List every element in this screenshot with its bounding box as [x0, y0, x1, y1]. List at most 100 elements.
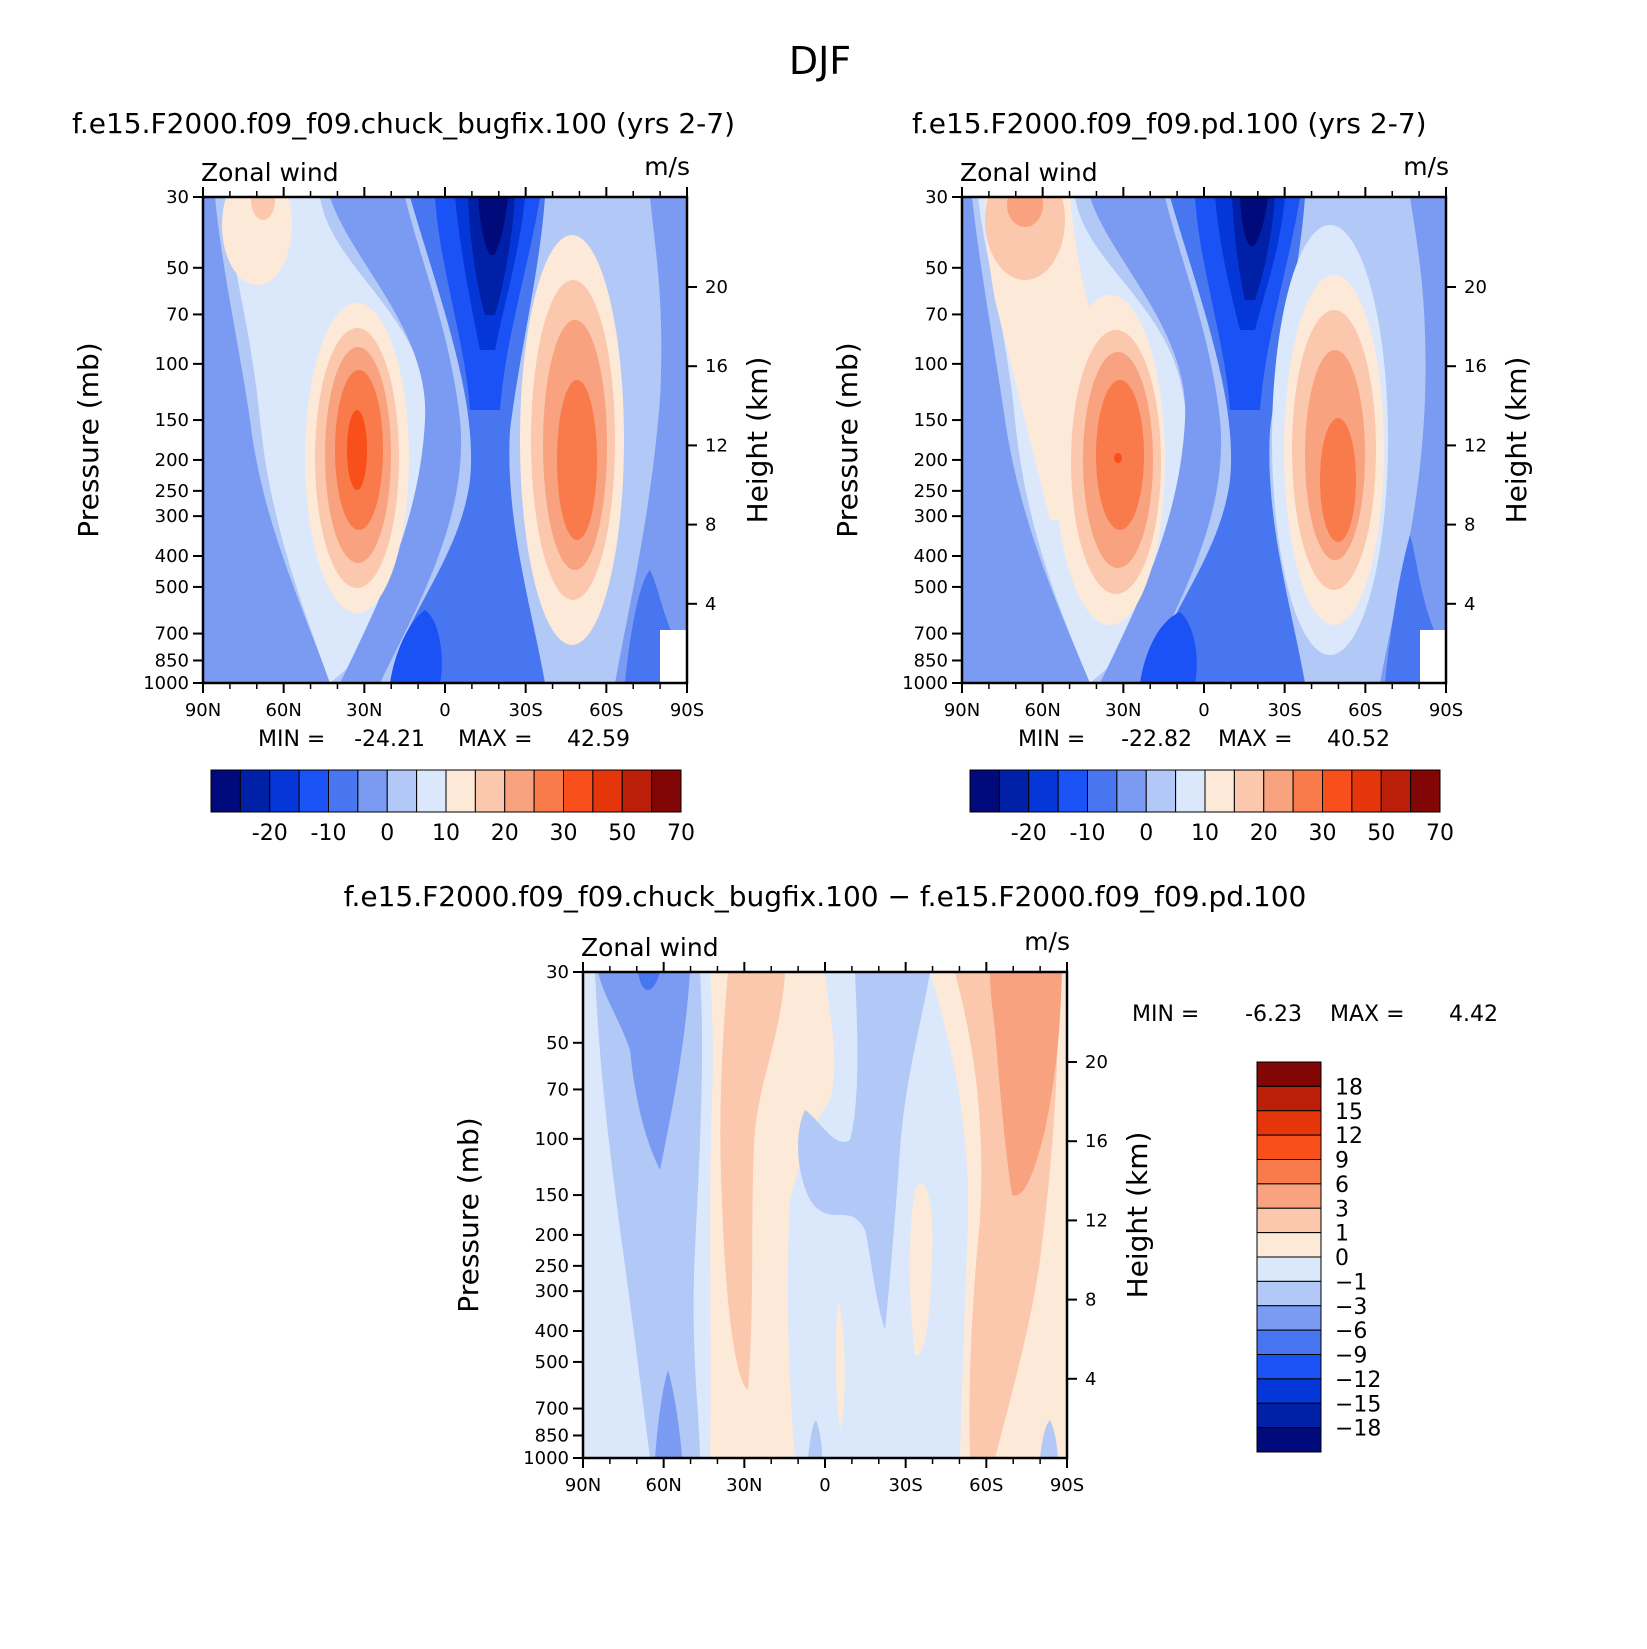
p-tick-label: 200: [155, 450, 189, 471]
colorbar-swatch: [298, 769, 329, 813]
p-tick-label: 100: [155, 354, 189, 375]
contour-level-neg-sh-sfc: [1040, 1420, 1058, 1458]
colorbar-swatch: [1256, 1159, 1322, 1185]
x-tick-label: 0: [819, 1475, 830, 1496]
contour-level-strat-pos: [222, 197, 292, 285]
y2-axis-label: Height (km): [741, 357, 774, 524]
min-label: MIN =: [1132, 1002, 1199, 1027]
colorbar-label: 30: [550, 821, 578, 846]
colorbar-swatch: [357, 769, 388, 813]
colorbar-label: -10: [1070, 821, 1106, 846]
variable-label: Zonal wind: [960, 158, 1098, 187]
contour-level-tropic-neg6: [1240, 197, 1268, 246]
colorbar-swatch: [621, 769, 653, 813]
h-tick-label: 8: [1085, 1290, 1096, 1311]
colorbar-swatch: [474, 769, 506, 813]
colorbar-label: 70: [667, 821, 695, 846]
colorbar-swatch: [1145, 769, 1177, 813]
y-axis-label: Pressure (mb): [72, 342, 105, 537]
p-tick-label: 400: [535, 1321, 569, 1342]
colorbar-swatch: [1204, 769, 1235, 813]
colorbar-swatch: [328, 769, 359, 813]
colorbar-swatch: [1380, 769, 1412, 813]
x-tick-label: 90S: [670, 700, 704, 721]
colorbar-swatch: [1410, 769, 1441, 813]
colorbar-swatch: [1292, 769, 1323, 813]
max-label: MAX =: [1218, 727, 1293, 752]
panel-title: f.e15.F2000.f09_f09.pd.100 (yrs 2-7): [912, 107, 1427, 140]
p-tick-label: 300: [914, 506, 948, 527]
colorbar-label: −1: [1335, 1270, 1367, 1295]
p-tick-label: 500: [914, 577, 948, 598]
units-label: m/s: [644, 152, 690, 181]
colorbar-swatch: [563, 769, 594, 813]
axes: 90N 60N 30N 0 30S 60S 90S 30 50 70 100 150 200 250 300…: [831, 187, 1533, 721]
colorbar-swatch: [533, 769, 564, 813]
colorbar-swatch: [1256, 1183, 1322, 1209]
colorbar-swatch: [445, 769, 476, 813]
contour-level-tropic-neg6: [478, 197, 508, 255]
x-tick-label: 30N: [346, 700, 382, 721]
x-tick-label: 90N: [185, 700, 221, 721]
colorbar-swatch: [1116, 769, 1147, 813]
x-tick-label: 60S: [589, 700, 623, 721]
figure-title: DJF: [789, 39, 851, 83]
variable-label: Zonal wind: [201, 158, 339, 187]
x-tick-label: 60S: [969, 1475, 1003, 1496]
p-tick-label: 250: [914, 481, 948, 502]
p-tick-label: 300: [535, 1281, 569, 1302]
x-tick-label: 60N: [645, 1475, 681, 1496]
colorbar-label: 18: [1335, 1075, 1363, 1100]
colorbar-swatch: [1028, 769, 1059, 813]
colorbar-swatch: [269, 769, 300, 813]
colorbar-label: 0: [380, 821, 394, 846]
colorbar-label: −9: [1335, 1344, 1367, 1369]
colorbar-swatch: [1057, 769, 1088, 813]
p-tick-label: 300: [155, 506, 189, 527]
colorbar: -20 -10 0 10 20 30 50 70: [210, 769, 695, 846]
contour-level-pos-tropic: [765, 1250, 783, 1355]
p-tick-label: 1000: [143, 673, 189, 694]
contour-level-neg3-sfc: [655, 1370, 682, 1458]
p-tick-label: 250: [155, 481, 189, 502]
contour-level-tropic-neg: [1090, 197, 1222, 683]
contour-level-strat-pos2: [985, 197, 1065, 280]
contour-level-neg3-west: [598, 972, 690, 1170]
colorbar-label: 12: [1335, 1124, 1363, 1149]
x-tick-label: 30S: [888, 1475, 922, 1496]
colorbar-label: 0: [1335, 1246, 1349, 1271]
p-tick-label: 150: [535, 1185, 569, 1206]
colorbar-swatch: [1351, 769, 1382, 813]
h-tick-label: 8: [705, 515, 716, 536]
contour-level-neg6-spot: [638, 972, 660, 990]
colorbar-label: -20: [252, 821, 288, 846]
colorbar-swatch: [1256, 1427, 1322, 1453]
colorbar-label: -20: [1011, 821, 1047, 846]
colorbar-swatch: [1256, 1232, 1322, 1258]
units-label: m/s: [1024, 927, 1070, 956]
x-tick-label: 90N: [944, 700, 980, 721]
colorbar-swatch: [1256, 1207, 1322, 1234]
p-tick-label: 150: [155, 410, 189, 431]
variable-label: Zonal wind: [581, 933, 719, 962]
colorbar-label: 15: [1335, 1100, 1363, 1125]
max-label: MAX =: [1330, 1002, 1405, 1027]
colorbar-label: 30: [1309, 821, 1337, 846]
contour-level-negative-west: [962, 197, 1090, 683]
p-tick-label: 30: [925, 187, 948, 208]
colorbar-label: 10: [432, 821, 460, 846]
contour-level-neg1-sfc: [808, 1420, 822, 1458]
x-tick-label: 90S: [1050, 1475, 1084, 1496]
colorbar-label: 70: [1426, 821, 1454, 846]
x-tick-label: 0: [1198, 700, 1209, 721]
colorbar-swatch: [416, 769, 447, 813]
x-tick-label: 60S: [1348, 700, 1382, 721]
colorbar-swatch: [1256, 1280, 1322, 1307]
colorbar-swatch: [386, 769, 418, 813]
x-tick-label: 30N: [1105, 700, 1141, 721]
p-tick-label: 30: [546, 962, 569, 983]
p-tick-label: 700: [914, 624, 948, 645]
axes: 90N 60N 30N 0 30S 60S 90S 30 50 70 100 150 200 250 300…: [452, 962, 1154, 1496]
